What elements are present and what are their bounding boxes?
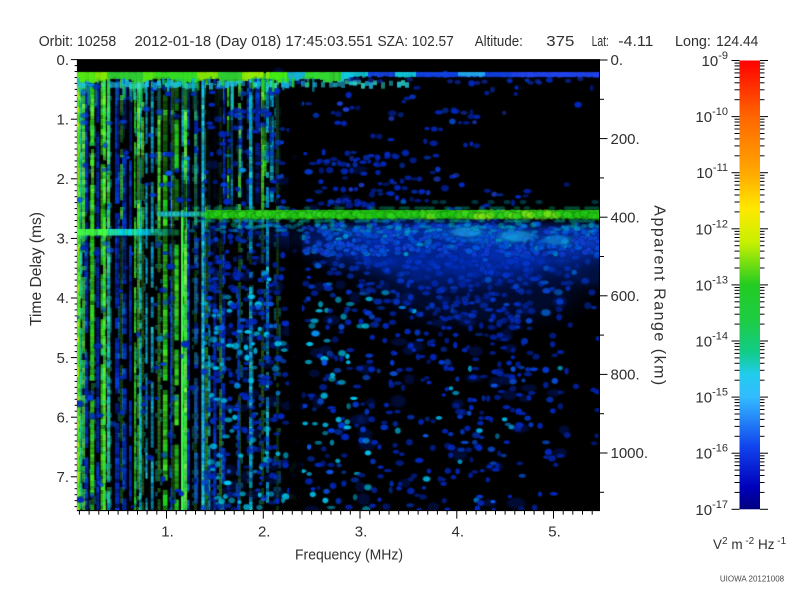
svg-text:SZA: 102.57: SZA: 102.57 [378, 34, 454, 50]
svg-text:4.: 4. [452, 524, 465, 541]
svg-text:10-12: 10-12 [695, 218, 728, 238]
svg-text:1.: 1. [161, 524, 174, 541]
svg-text:V2 m -2 Hz -1: V2 m -2 Hz -1 [713, 536, 787, 552]
svg-text:4.: 4. [56, 290, 69, 307]
svg-text:6.: 6. [56, 409, 69, 426]
svg-text:600.: 600. [611, 288, 640, 305]
svg-text:2.: 2. [56, 171, 69, 188]
svg-text:3.: 3. [56, 231, 69, 248]
svg-text:3.: 3. [355, 524, 368, 541]
svg-text:Frequency (MHz): Frequency (MHz) [295, 547, 403, 564]
svg-text:10-9: 10-9 [702, 50, 728, 70]
svg-text:10-13: 10-13 [695, 274, 728, 294]
svg-text:Orbit: 10258: Orbit: 10258 [39, 34, 117, 50]
svg-text:-4.11: -4.11 [618, 34, 653, 50]
svg-text:1.: 1. [56, 111, 69, 128]
svg-text:124.44: 124.44 [716, 34, 758, 50]
svg-text:10-15: 10-15 [695, 387, 728, 407]
svg-text:10-14: 10-14 [695, 331, 728, 351]
svg-text:375: 375 [546, 34, 574, 50]
svg-text:400.: 400. [611, 209, 640, 226]
svg-text:200.: 200. [611, 131, 640, 148]
svg-text:UIOWA 20121008: UIOWA 20121008 [720, 575, 785, 584]
svg-text:10-10: 10-10 [695, 106, 728, 126]
svg-text:Altitude:: Altitude: [475, 34, 523, 50]
svg-text:10-16: 10-16 [695, 443, 728, 463]
svg-text:Lat:: Lat: [592, 34, 609, 50]
svg-text:2.: 2. [258, 524, 271, 541]
svg-text:1000.: 1000. [611, 445, 649, 462]
svg-text:Apparent Range (km): Apparent Range (km) [651, 205, 668, 386]
svg-text:10-11: 10-11 [696, 162, 728, 182]
svg-text:Long:: Long: [675, 34, 711, 50]
svg-text:7.: 7. [56, 469, 69, 486]
svg-text:5.: 5. [56, 350, 69, 367]
svg-text:5.: 5. [548, 524, 561, 541]
svg-text:0.: 0. [56, 52, 69, 69]
svg-text:800.: 800. [611, 367, 640, 384]
svg-text:2012-01-18 (Day 018) 17:45:03.: 2012-01-18 (Day 018) 17:45:03.551 [135, 34, 374, 50]
svg-text:10-17: 10-17 [695, 499, 728, 519]
svg-text:0.: 0. [611, 52, 624, 69]
svg-text:Time Delay (ms): Time Delay (ms) [28, 212, 45, 326]
